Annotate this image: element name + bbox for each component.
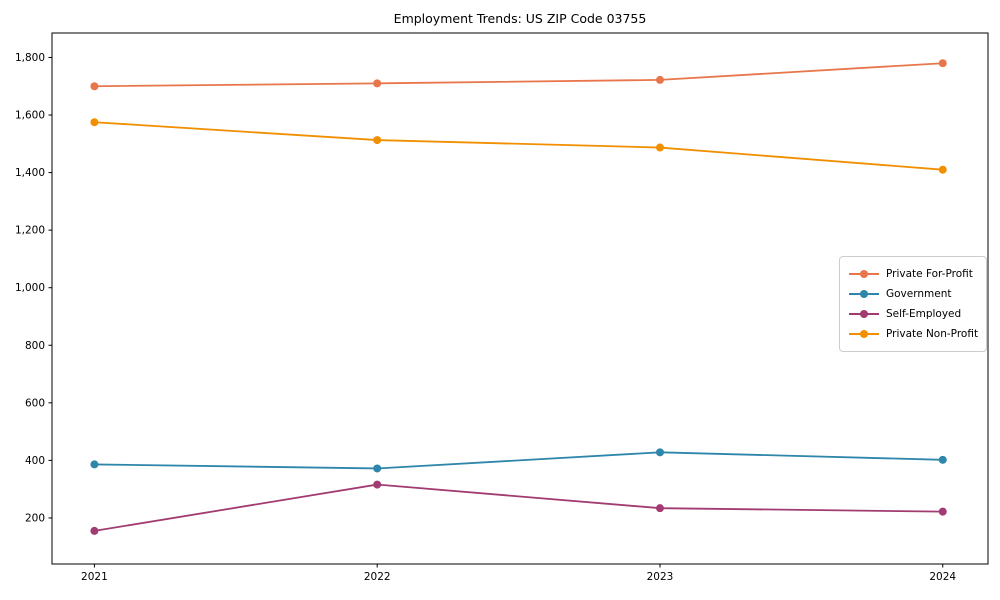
y-tick-label: 800 [25,340,45,352]
data-point-marker [938,507,947,516]
data-point-marker [373,480,382,489]
data-point-marker [938,59,947,68]
y-tick-label: 1,200 [15,225,45,237]
legend-label: Government [886,288,952,300]
legend-line-dot-icon [849,329,879,339]
x-tick-label: 2021 [81,571,108,583]
y-tick-label: 1,000 [15,282,45,294]
series-line-private-for-profit [94,62,943,88]
data-point-marker [373,464,382,473]
chart-title: Employment Trends: US ZIP Code 03755 [393,11,647,26]
plot-border [51,32,989,565]
legend-label: Private For-Profit [886,268,973,280]
data-point-marker [373,136,382,145]
data-point-marker [90,82,99,91]
x-tick-label: 2023 [647,571,674,583]
y-tick-label: 1,400 [15,167,45,179]
data-point-marker [90,460,99,469]
data-point-marker [655,504,664,513]
x-tick-label: 2024 [929,571,956,583]
x-tick-label: 2022 [364,571,391,583]
data-point-marker [90,118,99,127]
data-point-marker [655,75,664,84]
legend-item: Private For-Profit [849,264,977,284]
series-line-government [94,451,943,470]
legend-line-dot-icon [849,289,879,299]
data-point-marker [373,79,382,88]
y-tick-label: 1,800 [15,52,45,64]
legend-label: Private Non-Profit [886,328,979,340]
data-point-marker [90,526,99,535]
legend-item: Private Non-Profit [849,324,979,344]
data-point-marker [655,143,664,152]
y-tick-label: 400 [25,455,45,467]
legend-item: Self-Employed [849,304,977,324]
legend-item: Government [849,284,977,304]
legend-line-dot-icon [849,309,879,319]
y-tick-label: 600 [25,397,45,409]
data-point-marker [938,165,947,174]
series-line-private-non-profit [94,121,943,171]
y-tick-label: 200 [25,512,45,524]
legend-line-dot-icon [849,269,879,279]
y-tick-label: 1,600 [15,110,45,122]
legend: Private For-Profit Government Self-Employe… [839,256,987,352]
data-point-marker [938,455,947,464]
data-point-marker [655,448,664,457]
legend-label: Self-Employed [886,308,962,320]
series-line-self-employed [94,483,943,532]
